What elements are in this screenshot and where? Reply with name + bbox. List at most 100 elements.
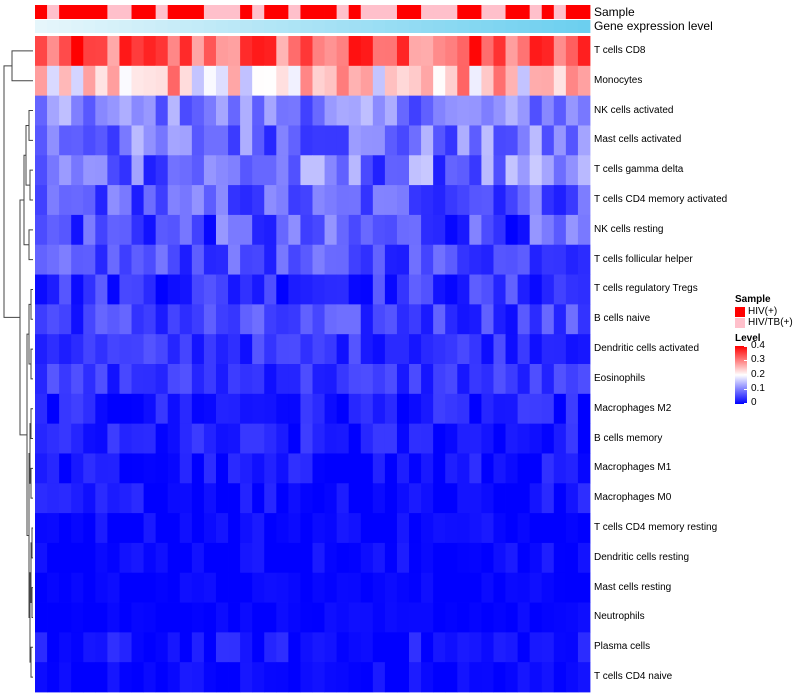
heatmap-cell bbox=[324, 185, 338, 216]
heatmap-cell bbox=[240, 274, 253, 305]
heatmap-cell bbox=[553, 65, 567, 97]
heatmap-cell bbox=[203, 155, 217, 186]
heatmap-cell bbox=[565, 185, 579, 216]
heatmap-cell bbox=[288, 36, 301, 67]
heatmap-cell bbox=[71, 483, 84, 514]
heatmap-cell bbox=[336, 662, 350, 693]
heatmap-cell bbox=[203, 632, 217, 663]
heatmap-cell bbox=[228, 334, 241, 365]
heatmap-cell bbox=[517, 95, 531, 126]
heatmap-cell bbox=[143, 483, 157, 514]
dendrogram-branch bbox=[30, 408, 33, 440]
heatmap-cell bbox=[119, 632, 132, 663]
gene-expression-annotation-cell bbox=[59, 20, 72, 33]
gene-expression-annotation-cell bbox=[215, 20, 229, 33]
heatmap-cell bbox=[324, 214, 338, 246]
heatmap-cell bbox=[529, 95, 543, 126]
heatmap-cell bbox=[336, 364, 350, 395]
heatmap-cell bbox=[167, 632, 181, 663]
heatmap-cell bbox=[107, 95, 120, 126]
heatmap-cell bbox=[155, 244, 169, 275]
heatmap-cell bbox=[47, 572, 60, 603]
heatmap-cell bbox=[541, 95, 555, 126]
heatmap-cell bbox=[35, 364, 48, 395]
heatmap-cell bbox=[577, 125, 591, 156]
heatmap-cell bbox=[481, 542, 494, 574]
heatmap-cell bbox=[348, 364, 362, 395]
heatmap-cell bbox=[288, 423, 301, 454]
heatmap-cell bbox=[372, 155, 386, 186]
heatmap-cell bbox=[119, 274, 132, 305]
heatmap-cell bbox=[288, 95, 301, 126]
heatmap-cell bbox=[312, 632, 325, 663]
gene-expression-annotation-cell bbox=[107, 20, 120, 33]
heatmap-cell bbox=[469, 65, 482, 97]
heatmap-cell bbox=[384, 155, 398, 186]
row-label: NK cells resting bbox=[594, 223, 664, 235]
heatmap-cell bbox=[360, 36, 374, 67]
heatmap-cell bbox=[107, 483, 120, 514]
heatmap-cell bbox=[433, 214, 446, 246]
heatmap-cell bbox=[95, 632, 108, 663]
heatmap-cell bbox=[240, 334, 253, 365]
heatmap-cell bbox=[35, 423, 48, 454]
heatmap-cell bbox=[457, 125, 470, 156]
heatmap-cell bbox=[457, 483, 470, 514]
heatmap-cell bbox=[107, 65, 120, 97]
heatmap-cell bbox=[360, 65, 374, 97]
heatmap-cell bbox=[203, 36, 217, 67]
heatmap-cell bbox=[372, 602, 386, 633]
gene-expression-annotation-cell bbox=[167, 20, 181, 33]
heatmap-cell bbox=[445, 632, 458, 663]
heatmap-cell bbox=[203, 214, 217, 246]
heatmap-cell bbox=[565, 632, 579, 663]
heatmap-cell bbox=[119, 453, 132, 484]
heatmap-cell bbox=[155, 513, 169, 544]
heatmap-cell bbox=[143, 423, 157, 454]
sample-annotation-cell bbox=[107, 5, 120, 19]
sample-annotation-cell bbox=[191, 5, 205, 19]
heatmap-cell bbox=[131, 542, 144, 574]
heatmap-cell bbox=[324, 453, 338, 484]
heatmap-cell bbox=[445, 513, 458, 544]
heatmap-cell bbox=[179, 65, 193, 97]
heatmap-cell bbox=[565, 662, 579, 693]
heatmap-cell bbox=[517, 632, 531, 663]
heatmap-cell bbox=[300, 453, 313, 484]
heatmap-cell bbox=[35, 602, 48, 633]
level-tick-mark bbox=[744, 389, 747, 390]
heatmap-cell bbox=[360, 632, 374, 663]
heatmap-cell bbox=[83, 572, 96, 603]
heatmap-cell bbox=[384, 214, 398, 246]
sample-annotation-cell bbox=[276, 5, 289, 19]
heatmap-cell bbox=[203, 513, 217, 544]
heatmap-cell bbox=[252, 662, 265, 693]
heatmap-cell bbox=[312, 304, 325, 335]
heatmap-cell bbox=[541, 334, 555, 365]
heatmap-cell bbox=[348, 125, 362, 156]
heatmap-cell bbox=[35, 65, 48, 97]
heatmap-cell bbox=[228, 572, 241, 603]
dendrogram-branch bbox=[30, 348, 33, 380]
heatmap-cell bbox=[312, 662, 325, 693]
heatmap-cell bbox=[360, 423, 374, 454]
heatmap-cell bbox=[288, 602, 301, 633]
heatmap-cell bbox=[215, 214, 229, 246]
heatmap-cell bbox=[240, 36, 253, 67]
heatmap-cell bbox=[517, 244, 531, 275]
heatmap-cell bbox=[131, 602, 144, 633]
heatmap-cell bbox=[481, 95, 494, 126]
heatmap-cell bbox=[143, 36, 157, 67]
heatmap-cell bbox=[83, 65, 96, 97]
heatmap-cell bbox=[360, 572, 374, 603]
heatmap-cell bbox=[372, 214, 386, 246]
heatmap-cell bbox=[384, 572, 398, 603]
heatmap-cell bbox=[348, 513, 362, 544]
heatmap-cell bbox=[421, 513, 434, 544]
heatmap-cell bbox=[481, 65, 494, 97]
heatmap-cell bbox=[324, 274, 338, 305]
sample-annotation-cell bbox=[493, 5, 506, 19]
heatmap-cell bbox=[493, 513, 506, 544]
heatmap-cell bbox=[384, 632, 398, 663]
heatmap-cell bbox=[445, 334, 458, 365]
